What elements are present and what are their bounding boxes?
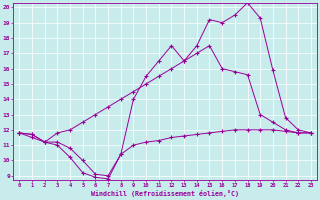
X-axis label: Windchill (Refroidissement éolien,°C): Windchill (Refroidissement éolien,°C) (91, 190, 239, 197)
